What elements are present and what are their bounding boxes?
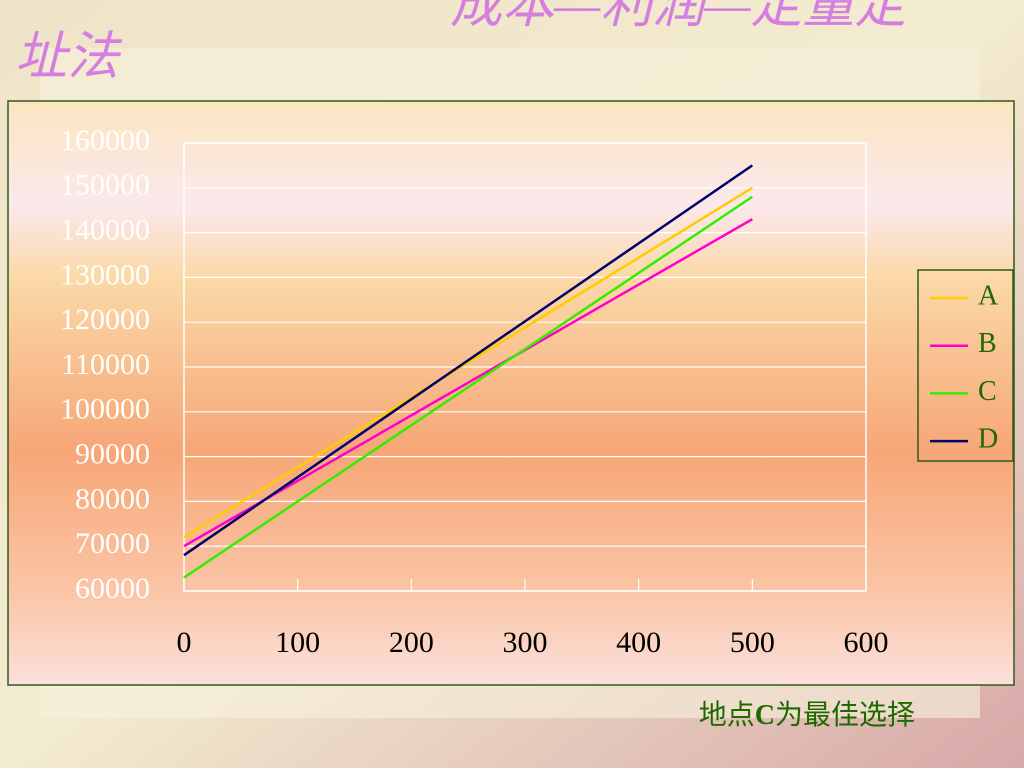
x-tick-label: 200 [389,626,434,659]
legend-label: B [978,328,997,359]
y-tick-label: 120000 [60,303,150,336]
series-line [183,195,754,579]
y-tick-label: 100000 [60,393,150,426]
y-tick-label: 70000 [75,527,150,560]
y-tick-label: 80000 [75,482,150,515]
y-tick-label: 60000 [75,572,150,605]
legend-label: A [978,280,999,311]
annotation-text: 地点 [699,699,755,731]
y-tick-label: 150000 [60,169,150,202]
chart-area [7,100,1015,686]
annotation: 地点C为最佳选择 [699,699,915,731]
x-tick-label: 300 [503,626,548,659]
x-tick-label: 0 [177,626,192,659]
series-line [183,164,754,557]
y-tick-label: 160000 [60,124,150,157]
x-tick-label: 500 [730,626,775,659]
title-line: 成本—利润—定量定 [450,0,912,34]
x-tick-label: 600 [844,626,889,659]
y-tick-label: 110000 [61,348,150,381]
legend [917,269,1014,462]
legend-label: D [978,424,998,455]
y-tick-label: 140000 [60,213,150,246]
x-tick-label: 100 [275,626,320,659]
annotation-emphasis: C [755,700,775,731]
title-line: 址法 [15,29,123,86]
y-tick-label: 130000 [60,258,150,291]
y-tick-label: 90000 [75,437,150,470]
annotation-text: 为最佳选择 [775,699,915,731]
x-tick-label: 400 [616,626,661,659]
legend-label: C [978,376,997,407]
series-line [183,186,753,539]
